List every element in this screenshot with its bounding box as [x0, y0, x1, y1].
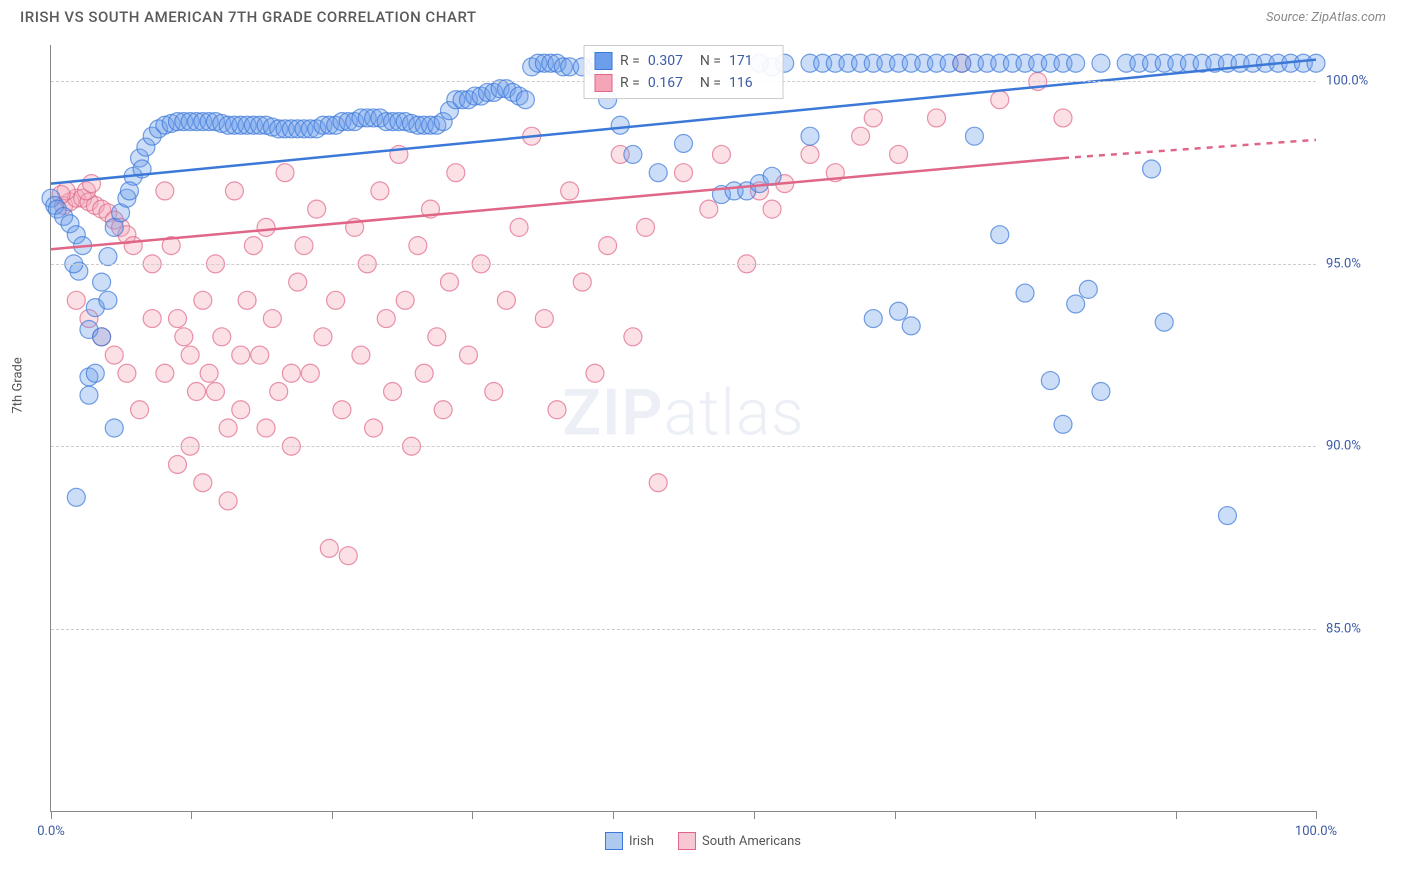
y-tick-label: 100.0% — [1326, 74, 1386, 89]
y-tick-label: 90.0% — [1326, 439, 1386, 454]
swatch-south-americans — [594, 74, 612, 92]
irish-n-value: 171 — [729, 53, 773, 69]
correlation-stats-box: R = 0.307 N = 171 R = 0.167 N = 116 — [583, 45, 784, 99]
legend-item-south-americans: South Americans — [678, 832, 801, 850]
x-tick-label: 0.0% — [37, 824, 65, 839]
legend-item-irish: Irish — [605, 832, 654, 850]
x-tick-label: 100.0% — [1295, 824, 1337, 839]
y-tick-label: 95.0% — [1326, 256, 1386, 271]
chart-header: IRISH VS SOUTH AMERICAN 7TH GRADE CORREL… — [0, 0, 1406, 30]
legend-swatch-irish — [605, 832, 623, 850]
chart-plot-area: ZIPatlas R = 0.307 N = 171 R = 0.167 N =… — [50, 45, 1316, 812]
scatter-svg — [51, 45, 1316, 811]
legend-label-sa: South Americans — [702, 834, 801, 849]
y-axis-label: 7th Grade — [11, 357, 26, 413]
sa-n-value: 116 — [729, 75, 773, 91]
chart-title: IRISH VS SOUTH AMERICAN 7TH GRADE CORREL… — [20, 8, 477, 26]
swatch-irish — [594, 52, 612, 70]
legend-label-irish: Irish — [629, 834, 654, 849]
stats-row-irish: R = 0.307 N = 171 — [594, 50, 773, 72]
chart-source: Source: ZipAtlas.com — [1266, 10, 1386, 25]
y-tick-label: 85.0% — [1326, 621, 1386, 636]
irish-r-value: 0.307 — [648, 53, 692, 69]
legend-swatch-south-americans — [678, 832, 696, 850]
sa-r-value: 0.167 — [648, 75, 692, 91]
stats-row-south-americans: R = 0.167 N = 116 — [594, 72, 773, 94]
legend-footer: Irish South Americans — [605, 832, 801, 850]
